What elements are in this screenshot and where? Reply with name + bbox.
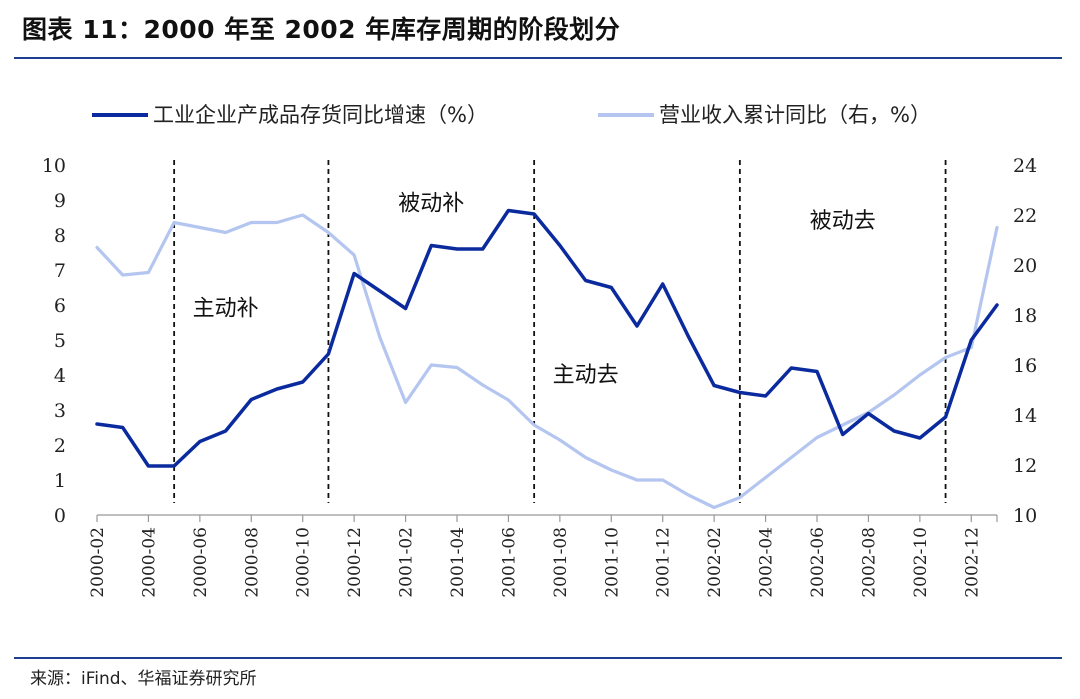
x-tick-label: 2002-10 — [911, 527, 931, 598]
right-tick-label: 12 — [1013, 455, 1037, 477]
x-tick-label: 2000-12 — [345, 527, 365, 598]
left-y-axis: 0 1 2 3 4 5 6 7 8 9 10 — [42, 155, 66, 527]
source-rule — [14, 657, 1062, 659]
left-tick-label: 1 — [54, 470, 66, 492]
right-tick-label: 10 — [1013, 505, 1037, 527]
left-tick-label: 8 — [54, 225, 66, 247]
left-tick-label: 9 — [54, 190, 66, 212]
x-tick-label: 2001-10 — [602, 527, 622, 598]
left-tick-label: 4 — [54, 365, 66, 387]
left-tick-label: 5 — [54, 330, 66, 352]
x-axis: 2000-02 2000-04 2000-06 2000-08 2000-10 2000-… — [88, 514, 998, 598]
x-tick-label: 2001-02 — [397, 527, 417, 598]
right-y-axis: 10 12 14 16 18 20 22 24 — [1013, 155, 1037, 527]
series-revenue-line — [95, 213, 999, 510]
x-tick-label: 2000-02 — [88, 527, 108, 598]
series-inventory-line — [95, 208, 999, 468]
x-tick-label: 2002-08 — [859, 527, 879, 598]
legend-label-inventory: 工业企业产成品存货同比增速（%） — [153, 103, 488, 127]
phase-annotation: 被动去 — [810, 209, 876, 234]
left-tick-label: 7 — [54, 260, 66, 282]
source-note: 来源：iFind、华福证券研究所 — [30, 669, 257, 689]
left-tick-label: 10 — [42, 155, 66, 177]
phase-annotation: 主动去 — [553, 363, 619, 388]
x-tick-label: 2002-06 — [808, 527, 828, 598]
x-tick-label: 2000-06 — [191, 527, 211, 598]
x-tick-label: 2002-04 — [757, 527, 777, 598]
legend: 工业企业产成品存货同比增速（%） 营业收入累计同比（右，%） — [92, 103, 931, 127]
left-tick-label: 6 — [54, 295, 66, 317]
x-tick-label: 2001-08 — [551, 527, 571, 598]
legend-label-revenue: 营业收入累计同比（右，%） — [659, 103, 931, 127]
phase-annotation: 主动补 — [193, 297, 259, 322]
series-layer — [95, 208, 999, 510]
x-tick-label: 2000-04 — [139, 527, 159, 598]
right-tick-label: 14 — [1013, 405, 1037, 427]
x-tick-label: 2001-12 — [654, 527, 674, 598]
phase-dividers — [173, 160, 947, 503]
x-tick-label: 2000-08 — [242, 527, 262, 598]
right-tick-label: 22 — [1013, 205, 1037, 227]
left-tick-label: 2 — [54, 435, 66, 457]
phase-annotation: 被动补 — [398, 192, 464, 217]
x-tick-label: 2001-04 — [448, 527, 468, 598]
right-tick-label: 16 — [1013, 355, 1037, 377]
x-tick-label: 2001-06 — [499, 527, 519, 598]
right-tick-label: 20 — [1013, 255, 1037, 277]
x-tick-label: 2002-12 — [962, 527, 982, 598]
figure-title: 图表 11：2000 年至 2002 年库存周期的阶段划分 — [22, 15, 621, 44]
right-tick-label: 18 — [1013, 305, 1037, 327]
title-rule — [14, 57, 1062, 59]
x-tick-label: 2000-10 — [294, 527, 314, 598]
right-tick-label: 24 — [1013, 155, 1037, 177]
left-tick-label: 0 — [54, 505, 66, 527]
x-tick-label: 2002-02 — [705, 527, 725, 598]
left-tick-label: 3 — [54, 400, 66, 422]
